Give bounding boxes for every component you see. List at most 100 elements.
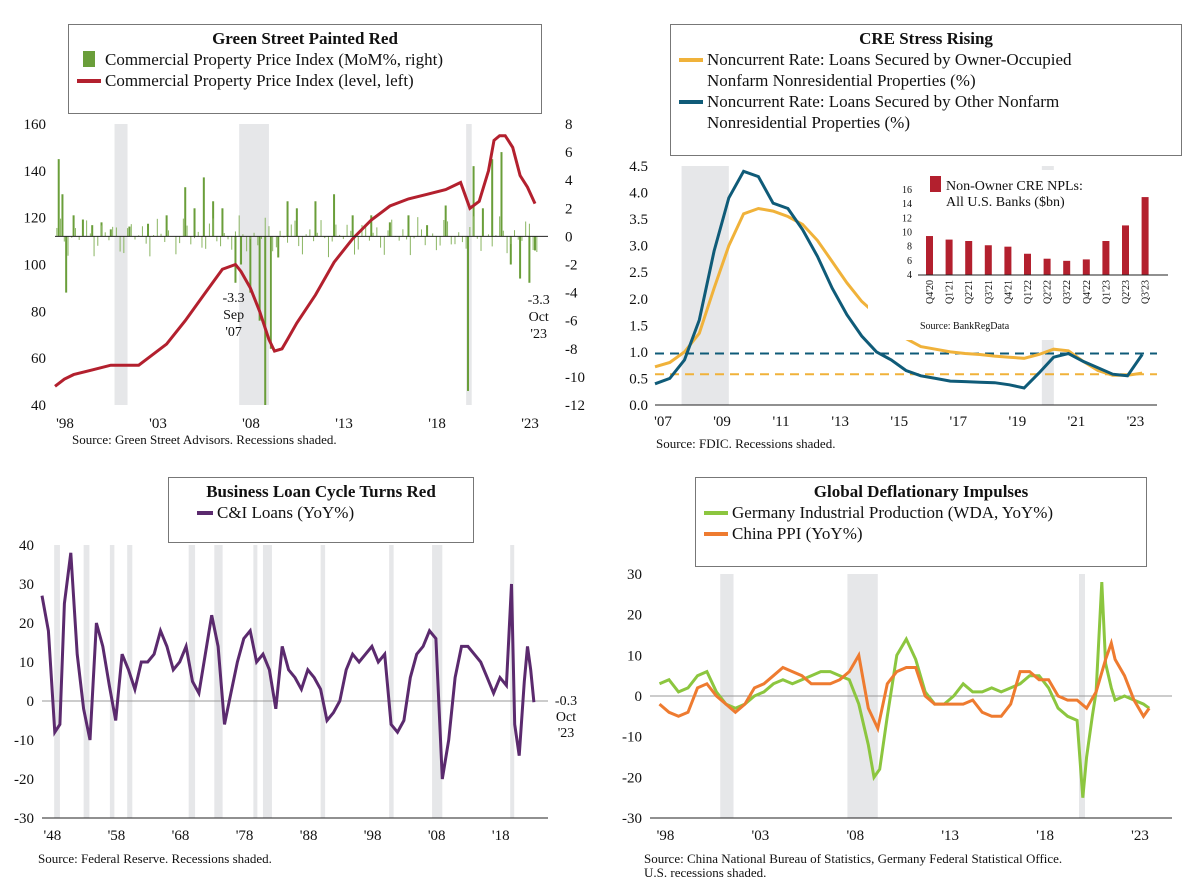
chart1-minor-bar-101 [432,233,434,237]
chart1-minor-bar-118 [495,235,497,237]
chart3-y-tick-0: 40 [19,538,34,554]
chart3-y-tick-2: 20 [19,616,34,632]
chart1-minor-bar-15 [112,226,114,237]
chart1-level-line [54,134,537,388]
chart2-inset-y-tick-4: 8 [907,242,912,253]
chart1-minor-bar-39 [201,236,203,248]
chart1-bar-18 [249,236,252,293]
chart1-minor-bar-36 [190,236,192,245]
chart2-inset-x-tick-3: Q3'21 [984,280,995,304]
chart1-bar-19 [258,236,261,321]
chart1-annotation-1-0: -3.3 [528,293,550,308]
chart4-china-ppi-line [658,637,1151,734]
chart2-y-tick-4: 2.5 [629,265,648,281]
chart1-bar-35 [481,208,484,237]
chart2-inset-y-tick-2: 12 [902,213,912,224]
chart2-legend-swatch-other [679,100,703,104]
chart3-y-ticks: 40 30 20 10 0 -10 -20 -30 [14,538,34,827]
chart1-minor-bar-56 [264,217,266,237]
chart1-bar-23 [286,201,289,237]
chart1-bar-20 [264,236,267,405]
chart2-inset-bar-10 [1122,225,1129,275]
chart4-y-tick-3: 0 [635,689,643,705]
chart4-source-line2: U.S. recessions shaded. [644,865,767,880]
chart4-legend-label-germany: Germany Industrial Production (WDA, YoY%… [732,503,1054,522]
chart3-recession-bands [54,545,515,818]
chart4-x-tick-1: '03 [752,828,770,844]
chart1-minor-bar-95 [409,236,411,256]
chart1-annotations: -3.3 Sep '07 -3.3 Oct '23 [223,291,550,342]
chart1-minor-bar-125 [521,236,523,241]
chart2-legend-item-other: Noncurrent Rate: Loans Secured by Other … [671,91,1181,133]
chart2-x-tick-6: '19 [1009,414,1027,430]
chart2-inset-y-tick-5: 6 [907,256,912,267]
chart1-minor-bar-6 [78,236,80,240]
chart1-bar-12 [193,208,196,237]
chart1-minor-bar-80 [354,236,356,255]
chart4-y-tick-1: 20 [627,608,642,624]
chart1-bar-38 [509,236,512,265]
chart1-minor-bar-121 [506,236,508,254]
chart1-minor-bar-48 [234,231,236,237]
chart3-recession-0 [54,545,60,818]
chart1-minor-bar-10 [93,236,95,257]
chart4: 30 20 10 0 -10 -20 -30 '98 '03 '08 '13 '18 '23 [622,567,1172,844]
chart3-y-tick-1: 30 [19,577,34,593]
chart1-legend-swatch-mom [83,51,95,67]
chart2-y-tick-9: 0.0 [629,398,648,414]
chart1-right-tick-4: 0 [565,229,573,245]
chart2-x-tick-1: '09 [713,414,731,430]
chart2-y-ticks: 4.5 4.0 3.5 3.0 2.5 2.0 1.5 1.0 0.5 0.0 [629,159,648,414]
chart1-minor-bar-18 [123,236,125,254]
chart1-minor-bar-3 [67,236,69,256]
chart1-minor-bar-20 [130,224,132,237]
chart1-annotation-0-2: '07 [225,325,242,340]
chart1-minor-bar-52 [249,236,251,240]
chart1-minor-bar-59 [275,236,277,248]
chart3-y-tick-5: -10 [14,733,34,749]
chart1-bar-29 [388,222,391,237]
chart1-minor-bar-108 [458,232,460,237]
chart1-minor-bar-49 [238,215,240,237]
chart1-minor-bar-17 [119,236,121,252]
chart4-source-line1: Source: China National Bureau of Statist… [644,851,1063,866]
chart2-inset-x-tick-7: Q3'22 [1062,280,1073,304]
chart1-minor-bar-23 [141,226,143,237]
chart1-minor-bar-116 [487,234,489,237]
chart1-legend-label-mom: Commercial Property Price Index (MoM%, r… [105,50,444,69]
chart1-minor-bar-113 [476,236,478,239]
chart1-x-tick-3: '13 [335,416,353,432]
chart2-inset-background [868,170,1168,340]
chart1-minor-bar-69 [313,236,315,242]
chart1-legend-swatch-level [77,79,101,83]
chart1-minor-bar-35 [186,225,188,237]
chart2-x-tick-0: '07 [654,414,672,430]
chart1-left-tick-3: 100 [24,258,47,274]
chart1-minor-bar-89 [387,230,389,237]
chart4-x-tick-3: '13 [941,828,959,844]
chart1-left-tick-5: 60 [31,351,46,367]
chart1-minor-bar-53 [253,232,255,237]
chart1-minor-bar-73 [327,236,329,258]
chart1-bar-25 [314,201,317,237]
chart1-minor-bar-45 [223,233,225,237]
chart1-minor-bar-42 [212,218,214,237]
chart2-legend-label-other: Noncurrent Rate: Loans Secured by Other … [707,92,1060,111]
chart1-minor-bar-30 [167,230,169,237]
chart1-legend-item-mom: Commercial Property Price Index (MoM%, r… [69,49,541,70]
chart2-x-tick-2: '11 [773,414,790,430]
chart1-minor-bar-94 [406,236,408,240]
chart3-recession-6 [253,545,258,818]
chart3-recession-2 [109,545,115,818]
chart3-annotation-1: Oct [556,710,576,725]
chart1-bar-15 [221,208,224,237]
chart1-minor-bar-126 [525,221,527,237]
chart1-minor-bar-85 [372,232,374,237]
chart4-title: Global Deflationary Impulses [813,482,1029,501]
chart1-right-tick-0: 8 [565,117,573,133]
chart1-minor-bar-86 [376,227,378,237]
chart3-y-tick-6: -20 [14,772,34,788]
chart3-legend-label-ci: C&I Loans (YoY%) [217,503,355,522]
chart1-minor-bar-29 [164,236,166,243]
